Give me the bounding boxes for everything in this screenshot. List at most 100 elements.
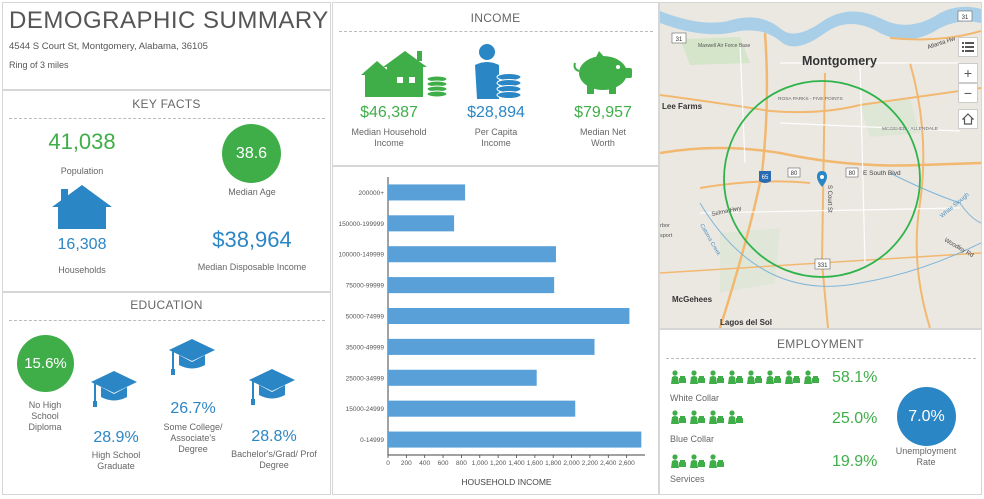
- bar: [388, 369, 537, 386]
- graduation-cap-icon: [91, 371, 137, 407]
- x-tick-label: 1,000: [472, 460, 489, 467]
- y-tick-label: 150000-199999: [338, 221, 384, 228]
- route-80-shield: 80: [849, 171, 856, 177]
- mcgehees-label: McGehees: [672, 295, 713, 304]
- worker-icon: [671, 410, 686, 424]
- worker-icon: [690, 410, 705, 424]
- unemployment-circle: 7.0%: [897, 387, 956, 446]
- worker-icon: [728, 370, 743, 384]
- blue-collar-value: 25.0%: [832, 410, 878, 427]
- e-south-blvd-label: E South Blvd: [863, 170, 901, 177]
- zoom-out-button[interactable]: −: [958, 83, 978, 103]
- services-label: Services: [670, 474, 705, 484]
- bar: [388, 215, 455, 232]
- blue-collar-label: Blue Collar: [670, 434, 715, 444]
- worker-icon: [709, 454, 724, 468]
- y-tick-label: 35000-49999: [346, 344, 385, 351]
- map-panel: 31 31 65 80 80 331 Montgomery Lee Farms …: [659, 2, 982, 329]
- x-tick-label: 200: [401, 460, 412, 467]
- divider: [9, 320, 325, 321]
- worker-icon: [747, 370, 762, 384]
- worker-icon: [728, 410, 743, 424]
- route-31-shield: 31: [962, 15, 969, 21]
- legend-list-button[interactable]: [958, 37, 978, 57]
- worker-icon: [766, 370, 781, 384]
- x-tick-label: 1,400: [508, 460, 525, 467]
- hs-value: 28.9%: [93, 429, 139, 446]
- education-panel: EDUCATION 15.6% No High School Diploma 2…: [2, 292, 331, 495]
- unemployment-label: Unemployment Rate: [895, 446, 957, 467]
- y-tick-label: 0-14999: [360, 437, 384, 444]
- worker-icon: [671, 454, 686, 468]
- employment-title: EMPLOYMENT: [776, 337, 864, 351]
- worker-icon: [709, 370, 724, 384]
- address: 4544 S Court St, Montgomery, Alabama, 36…: [9, 41, 208, 52]
- montgomery-label: Montgomery: [802, 54, 877, 68]
- graduation-cap-icon: [169, 339, 215, 375]
- lagos-del-sol-label: Lagos del Sol: [720, 318, 772, 327]
- disposable-income-label: Median Disposable Income: [197, 262, 307, 272]
- house-icon: [52, 185, 112, 229]
- zoom-in-button[interactable]: +: [958, 63, 978, 83]
- y-tick-label: 25000-34999: [346, 375, 385, 382]
- white-collar-value: 58.1%: [832, 369, 878, 386]
- y-tick-label: 15000-24999: [346, 406, 385, 413]
- white-collar-label: White Collar: [670, 393, 720, 403]
- blue-collar-icons: [670, 410, 744, 425]
- divider: [9, 118, 325, 119]
- x-tick-label: 1,800: [545, 460, 562, 467]
- worker-icon: [804, 370, 819, 384]
- interstate-65-shield: 65: [762, 175, 769, 181]
- harbor-label: rbor: [660, 223, 670, 229]
- map[interactable]: 31 31 65 80 80 331 Montgomery Lee Farms …: [660, 3, 981, 328]
- home-button[interactable]: [958, 109, 978, 129]
- list-icon: [962, 42, 974, 52]
- lee-farms-label: Lee Farms: [662, 102, 703, 111]
- per-capita-label: Per Capita Income: [474, 127, 518, 148]
- y-tick-label: 50000-74999: [346, 314, 385, 321]
- education-title: EDUCATION: [130, 298, 203, 312]
- worker-icon: [709, 410, 724, 424]
- worker-icon: [785, 370, 800, 384]
- income-title: INCOME: [470, 11, 521, 25]
- bar: [388, 338, 595, 355]
- no-hs-circle: 15.6%: [17, 335, 74, 392]
- maxwell-label: Maxwell Air Force Base: [698, 43, 750, 49]
- households-value: 16,308: [57, 236, 107, 253]
- college-value: 26.7%: [170, 400, 216, 417]
- key-facts-panel: KEY FACTS 41,038 Population 38.6 Median …: [2, 90, 331, 292]
- bar: [388, 277, 555, 294]
- white-collar-icons: [670, 370, 820, 385]
- x-tick-label: 1,600: [527, 460, 544, 467]
- summary-panel: DEMOGRAPHIC SUMMARY 4544 S Court St, Mon…: [2, 2, 331, 90]
- route-31-shield: 31: [676, 37, 683, 43]
- net-worth-label: Median Net Worth: [579, 127, 627, 148]
- x-tick-label: 2,200: [582, 460, 599, 467]
- disposable-income-value: $38,964: [212, 227, 292, 252]
- bar: [388, 307, 630, 325]
- x-tick-label: 400: [419, 460, 430, 467]
- bar: [388, 400, 576, 417]
- bachelor-label: Bachelor's/Grad/ Prof Degree: [231, 449, 317, 470]
- route-80-shield: 80: [791, 171, 798, 177]
- s-court-st-label: S Court St: [826, 185, 832, 213]
- y-tick-label: 200000+: [359, 190, 385, 197]
- worker-icon: [690, 454, 705, 468]
- households-label: Households: [58, 265, 106, 275]
- services-value: 19.9%: [832, 453, 878, 470]
- per-capita-value: $28,894: [467, 104, 525, 121]
- graduation-cap-icon: [249, 369, 295, 405]
- x-tick-label: 0: [386, 460, 390, 467]
- bar: [388, 246, 556, 263]
- x-axis-title: HOUSEHOLD INCOME: [461, 477, 552, 487]
- net-worth-value: $79,957: [574, 104, 632, 121]
- hs-label: High School Graduate: [91, 450, 141, 471]
- x-tick-label: 2,000: [563, 460, 580, 467]
- x-tick-label: 1,200: [490, 460, 507, 467]
- household-income-value: $46,387: [360, 104, 418, 121]
- bar: [388, 431, 642, 448]
- population-value: 41,038: [48, 129, 116, 154]
- no-hs-value: 15.6%: [24, 355, 67, 372]
- bachelor-value: 28.8%: [251, 428, 297, 445]
- college-label: Some College/ Associate's Degree: [163, 422, 223, 454]
